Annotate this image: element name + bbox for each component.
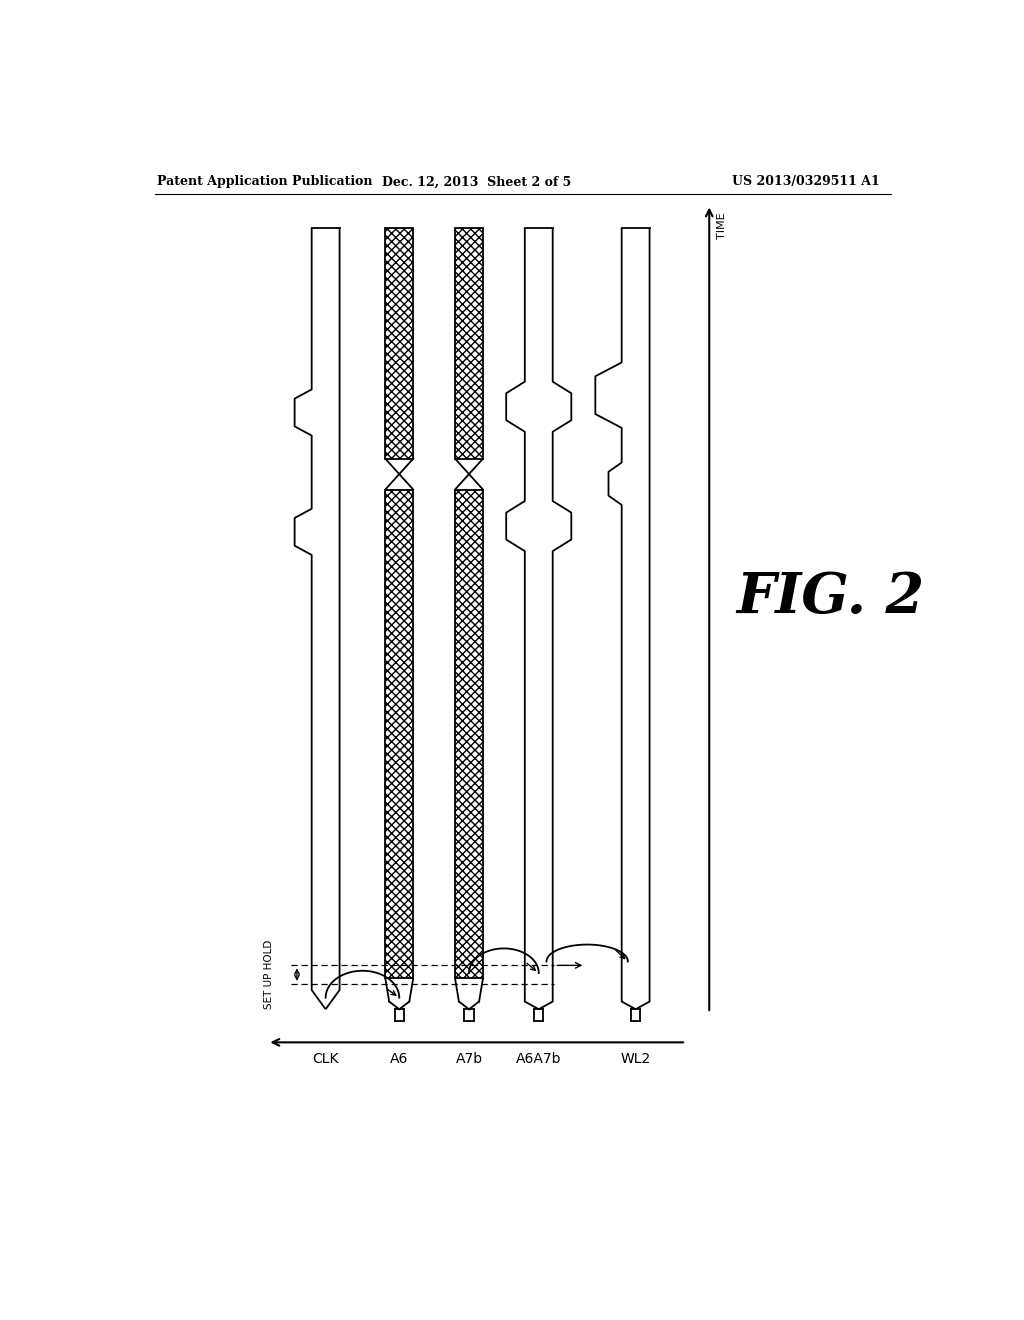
Text: WL2: WL2	[621, 1052, 650, 1065]
Text: TIME: TIME	[717, 213, 727, 239]
Text: A6A7b: A6A7b	[516, 1052, 561, 1065]
Text: CLK: CLK	[312, 1052, 339, 1065]
Text: FIG. 2: FIG. 2	[736, 570, 925, 624]
Text: Dec. 12, 2013  Sheet 2 of 5: Dec. 12, 2013 Sheet 2 of 5	[382, 176, 571, 189]
Polygon shape	[455, 490, 483, 978]
Polygon shape	[455, 227, 483, 459]
Text: Patent Application Publication: Patent Application Publication	[158, 176, 373, 189]
Text: A7b: A7b	[456, 1052, 482, 1065]
Text: SET UP HOLD: SET UP HOLD	[264, 940, 274, 1010]
Text: US 2013/0329511 A1: US 2013/0329511 A1	[732, 176, 881, 189]
Text: A6: A6	[390, 1052, 409, 1065]
Polygon shape	[385, 227, 414, 459]
Polygon shape	[385, 490, 414, 978]
